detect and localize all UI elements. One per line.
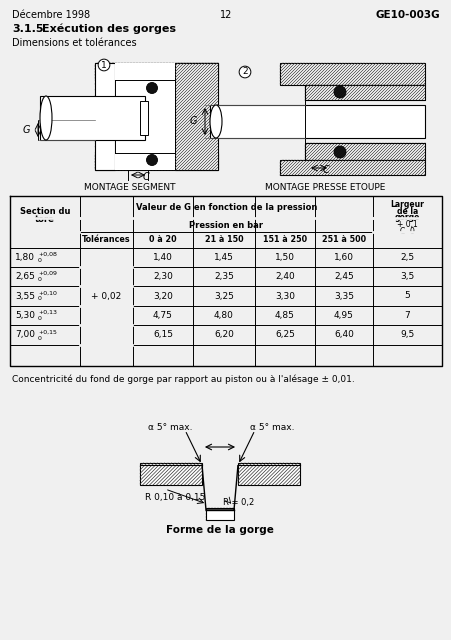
Text: 3,20: 3,20 [153,291,173,301]
Text: + 0,1: + 0,1 [396,220,417,229]
Text: 1,60: 1,60 [333,253,353,262]
Text: α 5° max.: α 5° max. [249,423,294,432]
Bar [175,63,217,170]
Text: 0: 0 [38,296,42,301]
Text: Exécution des gorges: Exécution des gorges [42,24,175,35]
Text: 6,25: 6,25 [275,330,295,339]
Text: Section du: Section du [20,207,70,216]
Text: Concentricité du fond de gorge par rapport au piston ou à l'alésage ± 0,01.: Concentricité du fond de gorge par rappo… [12,375,354,385]
Ellipse shape [210,105,221,138]
Text: Valeur de G en fonction de la pression: Valeur de G en fonction de la pression [135,202,317,211]
Bar [279,63,424,85]
Bar [279,160,424,175]
Text: + 0,02: + 0,02 [91,292,121,301]
Text: +0,10: +0,10 [38,291,57,296]
Text: tore: tore [35,214,55,223]
Text: MONTAGE SEGMENT: MONTAGE SEGMENT [84,183,175,192]
Text: α 5° max.: α 5° max. [147,423,192,432]
Text: 12: 12 [219,10,232,20]
Bar [206,508,234,520]
Text: Largeur: Largeur [390,200,423,209]
Circle shape [333,86,345,98]
Bar [95,153,217,170]
Text: 0 à 20: 0 à 20 [149,236,176,244]
Text: 4,80: 4,80 [214,311,234,320]
Text: 1: 1 [101,61,106,70]
Text: 6,15: 6,15 [152,330,173,339]
Text: 6,40: 6,40 [333,330,353,339]
Text: 2: 2 [242,67,247,77]
Text: 0: 0 [38,258,42,263]
Text: +0,08: +0,08 [38,252,57,257]
Text: MONTAGE PRESSE ETOUPE: MONTAGE PRESSE ETOUPE [264,183,384,192]
Text: 1,80: 1,80 [15,253,35,262]
Text: 2,65: 2,65 [15,272,35,281]
Bar [95,63,115,170]
Bar [304,85,424,100]
Text: 2,40: 2,40 [275,272,294,281]
Text: de la: de la [396,207,417,216]
Text: 4,95: 4,95 [333,311,353,320]
Text: 3,30: 3,30 [274,291,295,301]
Text: 3,5: 3,5 [400,272,414,281]
Text: 6,20: 6,20 [214,330,234,339]
Bar [140,463,202,485]
Bar [238,463,299,485]
Text: +0,13: +0,13 [38,310,57,315]
Text: R 0,10 à 0,15: R 0,10 à 0,15 [145,493,205,502]
Text: Dimensions et tolérances: Dimensions et tolérances [12,38,136,48]
Text: 4,85: 4,85 [275,311,295,320]
Text: 2,35: 2,35 [214,272,234,281]
Text: C: C [143,172,149,182]
Bar [95,63,217,80]
Text: 251 à 500: 251 à 500 [321,236,365,244]
Text: 3,35: 3,35 [333,291,353,301]
Bar [40,96,145,140]
Text: 0: 0 [38,316,42,321]
Bar [140,101,147,135]
Text: C: C [399,227,404,236]
Text: 5: 5 [404,291,410,301]
Text: Forme de la gorge: Forme de la gorge [166,525,273,535]
Text: 0: 0 [38,277,42,282]
Text: 2,5: 2,5 [400,253,414,262]
Text: 3,25: 3,25 [214,291,234,301]
Circle shape [333,146,345,158]
Text: 1,45: 1,45 [214,253,234,262]
Text: Décembre 1998: Décembre 1998 [12,10,90,20]
Text: G: G [23,125,30,135]
Text: gorge: gorge [394,213,419,222]
Text: 7: 7 [404,311,410,320]
Text: 4,75: 4,75 [153,311,173,320]
Text: R = 0,2: R = 0,2 [222,497,253,506]
Text: 5,30: 5,30 [15,311,35,320]
Ellipse shape [40,96,52,140]
Bar [210,105,424,138]
Bar [304,143,424,160]
Bar [115,63,175,170]
Text: G: G [189,116,197,127]
Text: 151 à 250: 151 à 250 [262,236,306,244]
Text: 3.1.5: 3.1.5 [12,24,43,34]
Text: +0,15: +0,15 [38,330,57,335]
Circle shape [146,154,157,166]
Text: 9,5: 9,5 [400,330,414,339]
Text: 7,00: 7,00 [15,330,35,339]
Text: 2,30: 2,30 [153,272,173,281]
Text: Pression en bar: Pression en bar [189,221,263,230]
Circle shape [146,83,157,93]
Text: 3,55: 3,55 [15,291,35,301]
Text: GE10-003G: GE10-003G [374,10,439,20]
Text: 2,45: 2,45 [333,272,353,281]
Text: 1,50: 1,50 [274,253,295,262]
Text: 0: 0 [38,335,42,340]
Text: 21 à 150: 21 à 150 [204,236,243,244]
Text: 0: 0 [408,227,413,236]
Text: +0,09: +0,09 [38,271,57,276]
Text: C: C [322,165,329,175]
Text: Tolérances: Tolérances [82,236,130,244]
Text: 1,40: 1,40 [153,253,173,262]
